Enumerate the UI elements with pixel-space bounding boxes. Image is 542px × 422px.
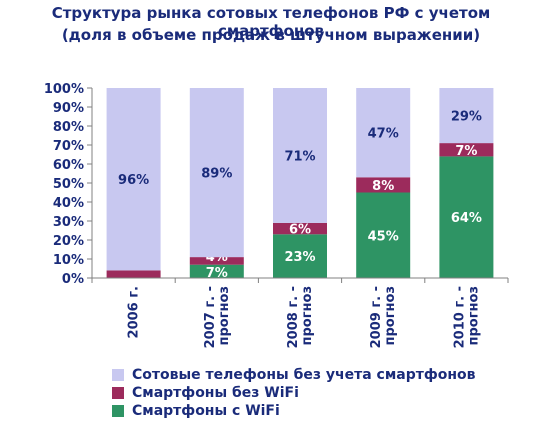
legend-swatch-phones bbox=[112, 369, 124, 381]
y-tick-label: 100% bbox=[44, 82, 84, 97]
x-tick-label: прогноз bbox=[466, 286, 481, 345]
data-label: 47% bbox=[368, 127, 399, 142]
y-tick-label: 20% bbox=[53, 234, 84, 249]
x-tick-label: прогноз bbox=[300, 286, 315, 345]
legend-label-smartphones-wifi: Смартфоны с WiFi bbox=[132, 403, 280, 419]
x-tick-label: 2009 г. - bbox=[369, 286, 384, 348]
data-label: 96% bbox=[118, 173, 149, 188]
data-label: 64% bbox=[451, 211, 482, 226]
y-tick-label: 70% bbox=[53, 139, 84, 154]
data-label: 71% bbox=[284, 149, 315, 164]
bar-segment bbox=[189, 88, 244, 258]
legend-item-smartphones-no-wifi: Смартфоны без WiFi bbox=[112, 384, 476, 402]
legend-item-phones: Сотовые телефоны без учета смартфонов bbox=[112, 366, 476, 384]
bar-segment bbox=[439, 156, 494, 278]
bar-segment bbox=[356, 177, 411, 193]
data-label: 89% bbox=[201, 167, 232, 182]
bar-segment bbox=[273, 234, 327, 278]
bar-segment bbox=[439, 88, 494, 144]
data-label: 6% bbox=[289, 223, 311, 238]
x-tick-label: 2008 г. - bbox=[286, 286, 301, 348]
bar-segment bbox=[189, 264, 244, 278]
legend-swatch-smartphones-wifi bbox=[112, 405, 124, 417]
chart-title: Структура рынка сотовых телефонов РФ с у… bbox=[51, 4, 491, 40]
bar-segment bbox=[106, 270, 161, 278]
y-tick-label: 30% bbox=[53, 215, 84, 230]
bar-segment bbox=[356, 192, 411, 278]
bar-segment bbox=[356, 88, 411, 178]
y-tick-label: 0% bbox=[62, 272, 84, 287]
data-label: 7% bbox=[455, 144, 477, 159]
data-label: 45% bbox=[368, 229, 399, 244]
x-tick-label: 2010 г. - bbox=[452, 286, 467, 348]
legend: Сотовые телефоны без учета смартфонов См… bbox=[112, 366, 476, 420]
legend-item-smartphones-wifi: Смартфоны с WiFi bbox=[112, 402, 476, 420]
data-label: 7% bbox=[206, 266, 228, 281]
data-label: 8% bbox=[372, 179, 394, 194]
data-label: 23% bbox=[284, 250, 315, 265]
x-tick-label: прогноз bbox=[383, 286, 398, 345]
legend-label-smartphones-no-wifi: Смартфоны без WiFi bbox=[132, 385, 299, 401]
bar-segment bbox=[189, 257, 244, 265]
y-tick-label: 80% bbox=[53, 120, 84, 135]
y-tick-label: 50% bbox=[53, 177, 84, 192]
data-label: 29% bbox=[451, 110, 482, 125]
x-tick-label: 2006 г. bbox=[127, 286, 142, 338]
y-tick-label: 10% bbox=[53, 253, 84, 268]
y-tick-label: 90% bbox=[53, 101, 84, 116]
bar-segment bbox=[273, 88, 327, 223]
y-tick-label: 40% bbox=[53, 196, 84, 211]
legend-swatch-smartphones-no-wifi bbox=[112, 387, 124, 399]
y-tick-label: 60% bbox=[53, 158, 84, 173]
legend-label-phones: Сотовые телефоны без учета смартфонов bbox=[132, 367, 476, 383]
x-tick-label: прогноз bbox=[217, 286, 232, 345]
bar-segment bbox=[439, 143, 494, 157]
bar-segment bbox=[106, 88, 161, 271]
chart-subtitle: (доля в объеме продаж в штучном выражени… bbox=[61, 26, 481, 44]
bar-segment bbox=[273, 222, 327, 235]
x-tick-label: 2007 г. - bbox=[203, 286, 218, 348]
